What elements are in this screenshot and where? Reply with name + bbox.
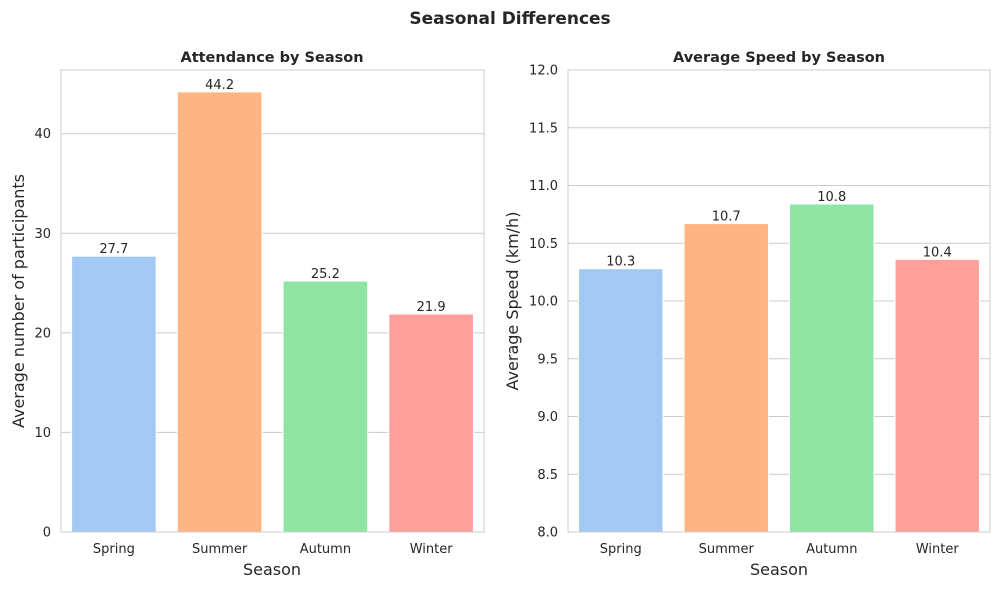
attendance-data-label-autumn: 25.2 bbox=[311, 267, 340, 282]
attendance-y-tick-label: 0 bbox=[43, 526, 51, 541]
attendance-x-tick-label: Autumn bbox=[300, 542, 351, 557]
speed-y-tick-label: 12.0 bbox=[529, 64, 558, 79]
speed-x-tick-label: Spring bbox=[600, 542, 642, 557]
speed-y-tick-label: 9.5 bbox=[537, 352, 558, 367]
attendance-x-axis-label: Season bbox=[243, 560, 301, 579]
figure-title: Seasonal Differences bbox=[409, 9, 610, 29]
speed-data-label-autumn: 10.8 bbox=[817, 190, 846, 205]
speed-y-tick-label: 10.0 bbox=[529, 295, 558, 310]
speed-bar-spring bbox=[578, 268, 664, 533]
speed-chart-title: Average Speed by Season bbox=[673, 50, 885, 66]
attendance-x-tick-label: Winter bbox=[410, 542, 454, 557]
attendance-data-label-winter: 21.9 bbox=[417, 300, 446, 315]
attendance-bar-winter bbox=[388, 313, 474, 533]
attendance-y-axis-label: Average number of participants bbox=[9, 174, 28, 428]
speed-bar-summer bbox=[683, 223, 769, 533]
speed-x-tick-label: Winter bbox=[916, 542, 960, 557]
speed-y-tick-label: 11.5 bbox=[529, 121, 558, 136]
speed-y-tick-label: 8.0 bbox=[537, 526, 558, 541]
speed-y-tick-label: 11.0 bbox=[529, 179, 558, 194]
attendance-bar-summer bbox=[176, 91, 263, 533]
speed-x-axis-label: Season bbox=[750, 560, 808, 579]
speed-bar-winter bbox=[894, 258, 980, 533]
attendance-x-tick-label: Spring bbox=[93, 542, 135, 557]
attendance-y-tick-label: 40 bbox=[34, 127, 51, 142]
speed-y-tick-label: 10.5 bbox=[529, 237, 558, 252]
attendance-chart: Attendance by Season Season Average numb… bbox=[9, 50, 485, 579]
speed-chart: Average Speed by Season Season Average S… bbox=[503, 50, 991, 579]
attendance-y-tick-label: 10 bbox=[34, 426, 51, 441]
speed-x-tick-label: Summer bbox=[699, 542, 755, 557]
attendance-x-tick-label: Summer bbox=[192, 542, 248, 557]
speed-data-label-winter: 10.4 bbox=[923, 245, 952, 260]
attendance-data-label-spring: 27.7 bbox=[99, 242, 128, 257]
speed-bar-autumn bbox=[789, 203, 875, 533]
attendance-axes-frame bbox=[60, 69, 485, 533]
speed-x-tick-label: Autumn bbox=[806, 542, 857, 557]
speed-y-tick-label: 9.0 bbox=[537, 410, 558, 425]
speed-data-label-spring: 10.3 bbox=[606, 255, 635, 270]
speed-y-axis-label: Average Speed (km/h) bbox=[503, 212, 522, 391]
attendance-bar-autumn bbox=[282, 280, 369, 533]
speed-y-tick-label: 8.5 bbox=[537, 468, 558, 483]
speed-data-label-summer: 10.7 bbox=[712, 210, 741, 225]
attendance-data-label-summer: 44.2 bbox=[205, 78, 234, 93]
speed-axes-frame bbox=[567, 69, 991, 533]
attendance-chart-title: Attendance by Season bbox=[180, 50, 363, 66]
attendance-y-tick-label: 30 bbox=[34, 227, 51, 242]
attendance-bar-spring bbox=[71, 255, 157, 533]
attendance-y-tick-label: 20 bbox=[34, 326, 51, 341]
